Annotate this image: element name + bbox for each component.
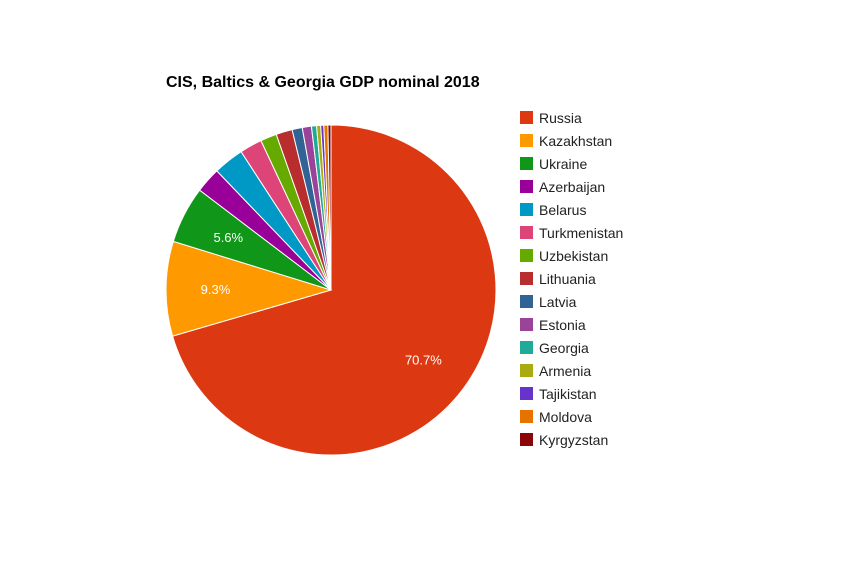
legend-item-lithuania[interactable]: Lithuania bbox=[520, 271, 596, 287]
legend-swatch bbox=[520, 410, 533, 423]
legend-swatch bbox=[520, 364, 533, 377]
legend-label: Latvia bbox=[539, 294, 577, 310]
legend-item-turkmenistan[interactable]: Turkmenistan bbox=[520, 225, 623, 241]
legend-label: Tajikistan bbox=[539, 386, 597, 402]
legend-swatch bbox=[520, 111, 533, 124]
pie-slice-kyrgyzstan[interactable] bbox=[327, 124, 332, 291]
legend-swatch bbox=[520, 134, 533, 147]
legend-swatch bbox=[520, 157, 533, 170]
legend-swatch bbox=[520, 226, 533, 239]
slice-label-ukraine: 5.6% bbox=[213, 230, 243, 245]
legend-item-kyrgyzstan[interactable]: Kyrgyzstan bbox=[520, 432, 608, 448]
legend-item-belarus[interactable]: Belarus bbox=[520, 202, 586, 218]
pie-slice-kazakhstan[interactable] bbox=[165, 240, 333, 337]
legend-label: Moldova bbox=[539, 409, 592, 425]
legend-label: Estonia bbox=[539, 317, 586, 333]
legend-label: Turkmenistan bbox=[539, 225, 623, 241]
legend-swatch bbox=[520, 341, 533, 354]
legend-item-georgia[interactable]: Georgia bbox=[520, 340, 589, 356]
pie-slice-labels: 70.7% 9.3% 5.6% bbox=[201, 230, 443, 367]
legend-swatch bbox=[520, 180, 533, 193]
chart-title: CIS, Baltics & Georgia GDP nominal 2018 bbox=[166, 74, 480, 91]
legend-swatch bbox=[520, 272, 533, 285]
legend-swatch bbox=[520, 387, 533, 400]
legend-label: Russia bbox=[539, 110, 582, 126]
pie-slice-russia[interactable] bbox=[171, 124, 497, 456]
legend-label: Armenia bbox=[539, 363, 591, 379]
legend-label: Kyrgyzstan bbox=[539, 432, 608, 448]
legend-item-latvia[interactable]: Latvia bbox=[520, 294, 577, 310]
legend-item-moldova[interactable]: Moldova bbox=[520, 409, 592, 425]
legend-item-armenia[interactable]: Armenia bbox=[520, 363, 591, 379]
legend-item-tajikistan[interactable]: Tajikistan bbox=[520, 386, 597, 402]
legend-item-kazakhstan[interactable]: Kazakhstan bbox=[520, 133, 612, 149]
legend-label: Uzbekistan bbox=[539, 248, 608, 264]
legend-label: Kazakhstan bbox=[539, 133, 612, 149]
legend-label: Ukraine bbox=[539, 156, 587, 172]
legend-label: Lithuania bbox=[539, 271, 596, 287]
legend-swatch bbox=[520, 203, 533, 216]
legend-item-estonia[interactable]: Estonia bbox=[520, 317, 586, 333]
pie-slices bbox=[165, 124, 497, 456]
legend-item-uzbekistan[interactable]: Uzbekistan bbox=[520, 248, 608, 264]
slice-label-russia: 70.7% bbox=[405, 352, 442, 367]
legend-swatch bbox=[520, 433, 533, 446]
legend-item-ukraine[interactable]: Ukraine bbox=[520, 156, 587, 172]
legend-label: Georgia bbox=[539, 340, 589, 356]
legend-label: Belarus bbox=[539, 202, 586, 218]
legend-swatch bbox=[520, 249, 533, 262]
legend-item-azerbaijan[interactable]: Azerbaijan bbox=[520, 179, 605, 195]
legend: Russia Kazakhstan Ukraine Azerbaijan Belarus… bbox=[520, 110, 623, 448]
legend-label: Azerbaijan bbox=[539, 179, 605, 195]
legend-item-russia[interactable]: Russia bbox=[520, 110, 582, 126]
slice-label-kazakhstan: 9.3% bbox=[201, 282, 231, 297]
legend-swatch bbox=[520, 295, 533, 308]
legend-swatch bbox=[520, 318, 533, 331]
